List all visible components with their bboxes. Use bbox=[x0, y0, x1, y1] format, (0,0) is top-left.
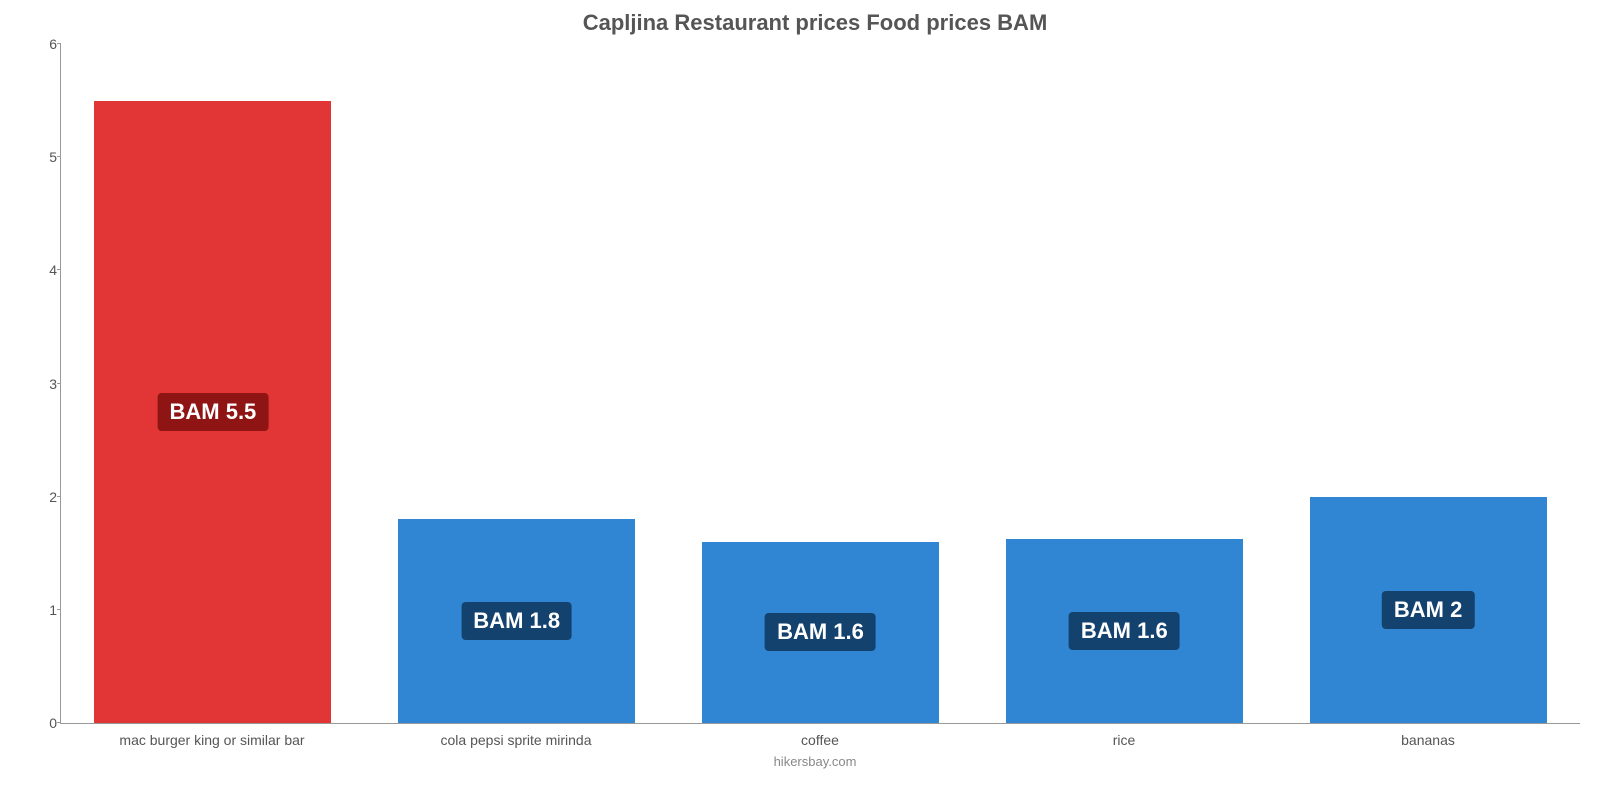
bar-slot: BAM 1.8 bbox=[365, 44, 669, 723]
attribution-text: hikersbay.com bbox=[50, 754, 1580, 769]
bar: BAM 1.6 bbox=[702, 542, 939, 723]
y-tick-label: 2 bbox=[29, 489, 57, 505]
y-tick-mark bbox=[57, 609, 61, 610]
bars-region: BAM 5.5 BAM 1.8 BAM 1.6 BAM 1.6 BAM 2 bbox=[61, 44, 1580, 723]
chart-title: Capljina Restaurant prices Food prices B… bbox=[50, 10, 1580, 36]
y-tick-mark bbox=[57, 383, 61, 384]
bar-slot: BAM 5.5 bbox=[61, 44, 365, 723]
bar: BAM 1.6 bbox=[1006, 539, 1243, 723]
bar-value-label: BAM 5.5 bbox=[157, 393, 268, 431]
y-tick-label: 6 bbox=[29, 36, 57, 52]
x-axis-label: bananas bbox=[1276, 724, 1580, 748]
bar-value-label: BAM 1.6 bbox=[765, 613, 876, 651]
bar-value-label: BAM 2 bbox=[1382, 591, 1474, 629]
chart-container: Capljina Restaurant prices Food prices B… bbox=[0, 0, 1600, 800]
y-tick-label: 0 bbox=[29, 715, 57, 731]
plot-area: 0123456 BAM 5.5BAM 1.8BAM 1.6BAM 1.6BAM … bbox=[60, 44, 1580, 724]
y-tick-label: 3 bbox=[29, 376, 57, 392]
x-axis-label: coffee bbox=[668, 724, 972, 748]
bar: BAM 5.5 bbox=[94, 101, 331, 723]
x-axis-label: cola pepsi sprite mirinda bbox=[364, 724, 668, 748]
bar-value-label: BAM 1.6 bbox=[1069, 612, 1180, 650]
bar-slot: BAM 2 bbox=[1276, 44, 1580, 723]
y-tick-mark bbox=[57, 43, 61, 44]
x-axis-label: rice bbox=[972, 724, 1276, 748]
bar: BAM 1.8 bbox=[398, 519, 635, 723]
bar: BAM 2 bbox=[1310, 497, 1547, 723]
y-tick-mark bbox=[57, 496, 61, 497]
y-tick-label: 5 bbox=[29, 149, 57, 165]
y-tick-label: 1 bbox=[29, 602, 57, 618]
y-tick-mark bbox=[57, 156, 61, 157]
x-axis-label: mac burger king or similar bar bbox=[60, 724, 364, 748]
y-tick-label: 4 bbox=[29, 262, 57, 278]
bar-value-label: BAM 1.8 bbox=[461, 602, 572, 640]
y-axis: 0123456 bbox=[29, 44, 57, 723]
y-tick-mark bbox=[57, 722, 61, 723]
bar-slot: BAM 1.6 bbox=[972, 44, 1276, 723]
bar-slot: BAM 1.6 bbox=[669, 44, 973, 723]
y-tick-mark bbox=[57, 269, 61, 270]
x-axis: mac burger king or similar barcola pepsi… bbox=[60, 724, 1580, 748]
